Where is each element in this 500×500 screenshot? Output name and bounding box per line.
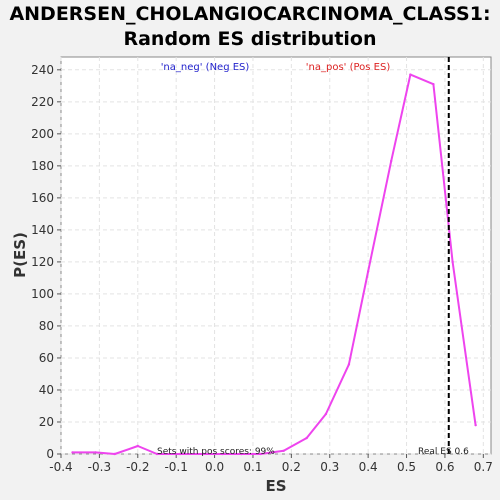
series-point (155, 452, 159, 456)
x-tick-label: -0.3 (88, 460, 111, 474)
series-line (72, 73, 477, 455)
series-point (136, 444, 139, 448)
series-point (282, 449, 285, 452)
y-tick-label: 120 (31, 255, 54, 269)
x-tick-label: -0.1 (164, 460, 187, 474)
y-tick-label: 60 (39, 351, 54, 365)
plot-area (60, 56, 492, 455)
chart-title-line1: ANDERSEN_CHOLANGIOCARCINOMA_CLASS1: (9, 3, 491, 25)
y-tick-label: 0 (46, 447, 54, 461)
series-group (71, 73, 477, 456)
x-axis-label: ES (265, 477, 286, 495)
series-point (324, 412, 328, 416)
y-tick-label: 100 (31, 287, 54, 301)
y-tick-label: 20 (39, 415, 54, 429)
series-point (240, 452, 243, 456)
y-axis-ticks: 0 20 40 60 80 100 120 140 160 180 200 220 240 (31, 63, 61, 461)
y-tick-label: 140 (31, 223, 54, 237)
series-point (201, 452, 205, 456)
y-tick-label: 40 (39, 383, 54, 397)
y-tick-label: 180 (31, 159, 54, 173)
x-tick-label: -0.4 (49, 460, 72, 474)
x-tick-label: 0.2 (282, 460, 301, 474)
series-point (474, 423, 477, 427)
series-point (432, 83, 435, 86)
series-point (305, 436, 308, 440)
legend-neg-label: 'na_neg' (Neg ES) (161, 62, 250, 73)
series-point (94, 451, 97, 454)
pos-scores-annotation: Sets with pos scores: 99% (157, 447, 275, 457)
grid-lines (60, 57, 491, 455)
series-point (409, 73, 412, 76)
series-point (389, 159, 393, 163)
x-tick-label: 0.0 (205, 460, 224, 474)
y-tick-label: 240 (31, 63, 54, 77)
x-tick-label: 0.5 (397, 460, 416, 474)
series-point (259, 452, 262, 456)
series-point (347, 363, 351, 366)
x-tick-label: -0.2 (126, 460, 149, 474)
y-tick-label: 220 (31, 95, 54, 109)
x-tick-label: 0.1 (243, 460, 262, 474)
x-axis-ticks: -0.4 -0.3 -0.2 -0.1 0.0 0.1 0.2 0.3 0.4 0.5 0.6 0.7 (49, 454, 493, 474)
x-tick-label: 0.6 (435, 460, 454, 474)
legend-pos-label: 'na_pos' (Pos ES) (306, 62, 391, 73)
y-tick-label: 160 (31, 191, 54, 205)
y-tick-label: 200 (31, 127, 54, 141)
chart-title-line2: Random ES distribution (123, 28, 377, 50)
y-axis-label: P(ES) (11, 232, 29, 278)
x-tick-label: 0.7 (474, 460, 493, 474)
series-point (451, 260, 454, 264)
series-point (113, 452, 116, 456)
series-point (221, 452, 224, 456)
x-tick-label: 0.4 (359, 460, 378, 474)
series-point (178, 452, 182, 456)
series-point (71, 451, 74, 454)
real-es-annotation: Real ES 0.6 (418, 447, 469, 457)
y-tick-label: 80 (39, 319, 54, 333)
x-tick-label: 0.3 (320, 460, 339, 474)
series-point (366, 270, 370, 273)
